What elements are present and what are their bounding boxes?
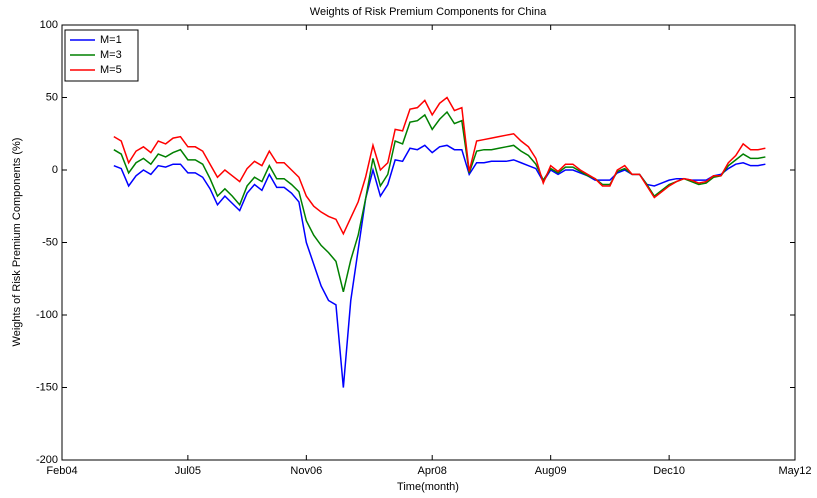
series-line <box>113 96 766 236</box>
y-tick-label: 50 <box>46 91 58 103</box>
y-tick-label: -150 <box>36 381 58 393</box>
plot-area <box>61 24 796 461</box>
x-tick-label: Jul05 <box>175 465 201 477</box>
legend-label: M=5 <box>100 64 122 76</box>
x-tick-label: Nov06 <box>290 465 322 477</box>
series-line <box>113 110 766 292</box>
x-tick-label: Feb04 <box>46 465 77 477</box>
x-tick-label: Aug09 <box>535 465 567 477</box>
series-line <box>113 144 766 388</box>
y-tick-label: -200 <box>36 454 58 466</box>
y-tick-label: -100 <box>36 309 58 321</box>
legend-label: M=3 <box>100 49 122 61</box>
x-tick-label: Dec10 <box>653 465 685 477</box>
x-tick-label: Apr08 <box>418 465 447 477</box>
x-tick-label: May12 <box>778 465 811 477</box>
y-tick-label: 0 <box>52 164 58 176</box>
y-axis-label: Weights of Risk Premium Components (%) <box>11 138 23 347</box>
legend-label: M=1 <box>100 34 122 46</box>
y-tick-label: 100 <box>40 19 58 31</box>
y-tick-label: -50 <box>42 236 58 248</box>
x-axis-label: Time(month) <box>397 481 459 493</box>
chart-title: Weights of Risk Premium Components for C… <box>310 6 547 18</box>
